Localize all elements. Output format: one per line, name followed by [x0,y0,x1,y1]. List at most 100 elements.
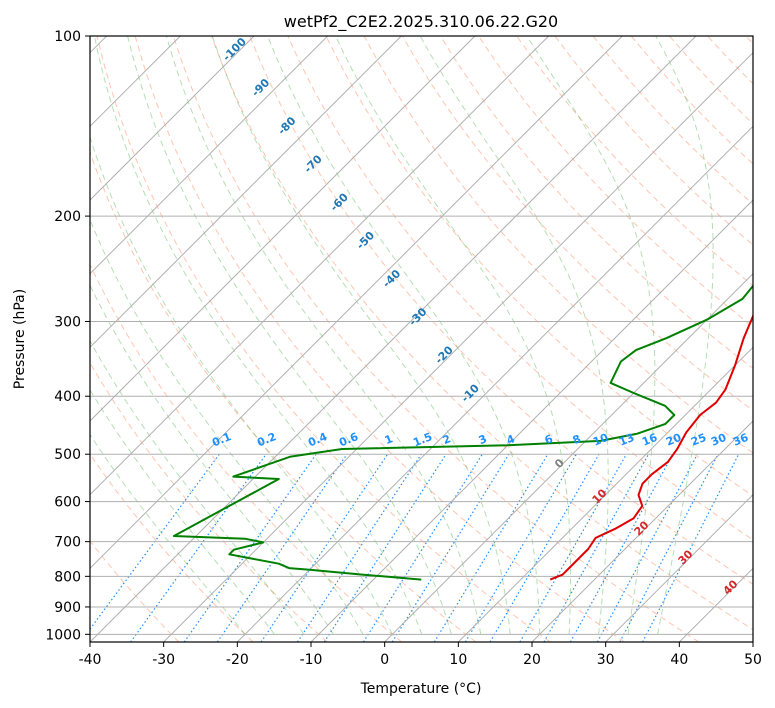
dry-adiabat [325,36,753,497]
dewpoint-profile-line [172,284,753,581]
mixing-ratio-line [489,453,600,642]
moist-adiabat [90,284,334,635]
isotherm-line [531,420,753,642]
y-tick-label: 100 [54,29,81,45]
dry-adiabat [249,36,753,585]
y-tick-label: 1000 [45,627,81,643]
mixing-ratio-line [433,453,549,642]
mixing-ratio-label: 3 [477,432,489,447]
x-tick-label: -20 [226,652,249,668]
dry-adiabat [90,453,254,642]
mixing-ratio-line [296,453,422,642]
y-tick-label: 800 [54,569,81,585]
y-tick-label: 700 [54,535,81,551]
mixing-ratio-label: 1 [383,432,395,447]
y-tick-label: 200 [54,209,81,225]
axis-ticks: -40 -30 -20 -10 0 10 20 30 40 50 100 200 300 400 500 60… [45,29,762,668]
pressure-grid [90,36,753,642]
dry-adiabat [90,263,403,642]
dry-adiabat [90,150,477,642]
isotherm-line [90,36,329,275]
plot-frame [89,35,754,643]
moist-adiabat [211,36,511,635]
dry-adiabat [90,362,328,642]
y-axis-label: Pressure (hPa) [12,289,28,389]
mixing-ratio-label: 16 [640,431,659,449]
mixing-ratio-line [619,453,719,642]
x-tick-label: 10 [449,652,467,668]
x-tick-label: 50 [744,652,762,668]
mixing-ratio-label: 25 [689,431,708,449]
profile-series [172,284,753,581]
mixing-ratio-line [323,453,447,642]
mixing-ratio-label: 10 [591,431,610,449]
dry-adiabat [172,36,700,642]
dry-adiabat [401,36,753,411]
moist-adiabat [165,36,482,635]
y-tick-label: 900 [54,600,81,616]
x-tick-label: 40 [670,652,688,668]
mixing-ratio-line [391,453,510,642]
isotherm-line [90,36,697,642]
isotherm-line [90,36,476,422]
moist-adiabat [90,339,305,635]
isotherm-line [384,272,753,642]
moist-adiabat [93,36,423,635]
mixing-ratio-line [642,453,740,642]
dry-adiabat [211,36,753,631]
mixing-ratio-label: 20 [664,431,683,449]
x-tick-label: 30 [597,652,615,668]
isotherm-line [90,36,402,349]
mixing-ratio-line [464,453,577,642]
dry-adiabat [96,36,551,642]
mixing-ratio-label: 13 [617,431,636,449]
isotherm-line [90,36,255,201]
moist-adiabat [127,36,452,635]
mixing-ratio-line [362,453,483,642]
mixing-ratio-line [130,453,267,642]
dry-adiabat [478,36,753,328]
moist-adiabat [419,36,609,635]
dry-adiabat [363,36,753,454]
dry-adiabat [439,36,753,369]
isotherm-line [605,493,753,642]
isotherm-line [310,199,753,642]
moist-adiabat [655,36,714,635]
y-tick-label: 500 [54,447,81,463]
x-axis-label: Temperature (°C) [360,681,482,697]
isotherm-line [457,346,753,642]
moist-adiabat [90,218,364,635]
mixing-ratio-line [596,453,698,642]
mixing-ratio-label: 8 [571,432,583,447]
moist-adiabat [90,388,275,635]
x-tick-label: -30 [152,652,175,668]
isotherm-line [163,51,753,642]
mixing-ratio-label: 36 [731,431,750,449]
x-tick-label: 0 [380,652,389,668]
mixing-ratio-line [90,453,220,631]
chart-title: wetPf2_C2E2.2025.310.06.22.G20 [284,12,558,32]
mixing-ratio-label: 30 [709,431,728,449]
moist-adiabat [90,433,246,635]
y-tick-label: 400 [54,389,81,405]
y-tick-label: 300 [54,314,81,330]
mixing-ratio-line [260,453,389,642]
dry-adiabat [287,36,753,541]
isotherm-line [236,125,753,642]
dry-adiabat [516,36,753,287]
isotherm-line [90,36,550,496]
isotherm-line [90,36,623,570]
x-tick-label: -40 [79,652,102,668]
moist-adiabat [267,36,541,635]
mixing-ratio-label: 2 [441,432,453,447]
moist-adiabat [335,36,572,635]
dry-adiabat [134,36,625,642]
x-tick-label: -10 [300,652,323,668]
y-tick-label: 600 [54,495,81,511]
temperature-profile-line [549,313,753,581]
background-lines [90,36,753,642]
x-tick-label: 20 [523,652,541,668]
moist-adiabat [526,36,656,635]
